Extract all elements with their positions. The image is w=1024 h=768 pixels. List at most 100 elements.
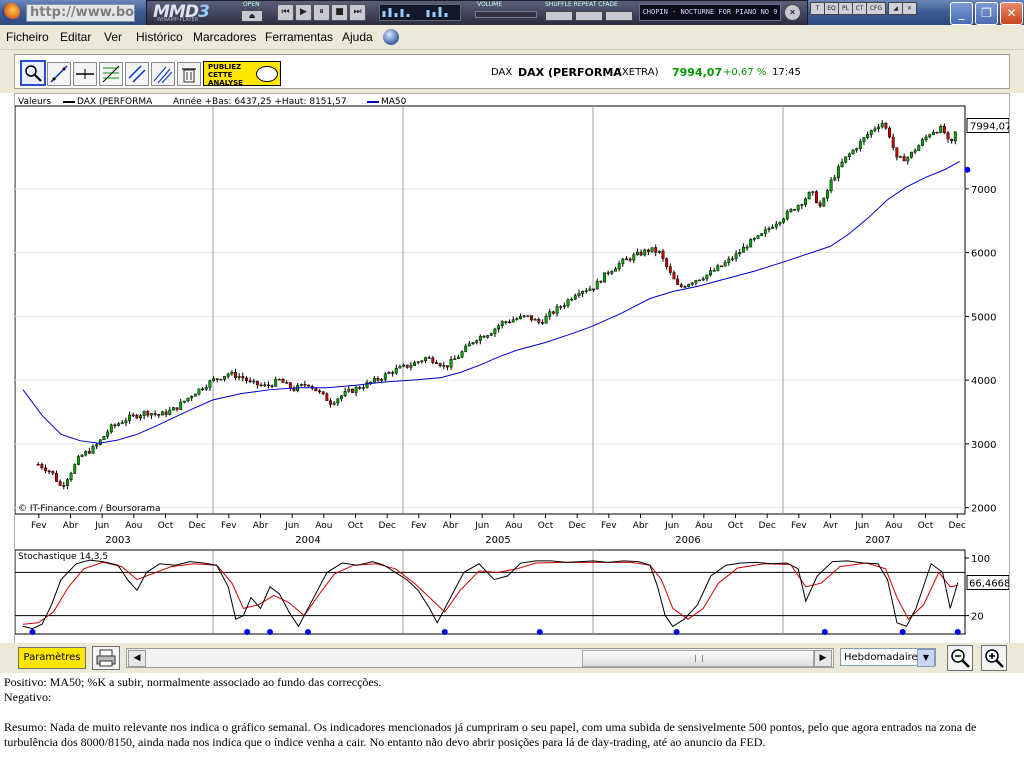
play-button[interactable]: ▶ bbox=[295, 4, 312, 21]
toolbar-panel: PUBLIEZ CETTE ANALYSE DAX DAX (PERFORMA … bbox=[14, 54, 1010, 89]
candle-body bbox=[146, 411, 150, 416]
grip-icon bbox=[695, 655, 703, 662]
price-chart[interactable]: 2000 3000 4000 5000 6000 7000 Fev Abr Jun Aou Oct D… bbox=[15, 94, 1009, 644]
parallel-lines-icon[interactable] bbox=[151, 62, 175, 86]
candle-body bbox=[369, 381, 373, 384]
candle-body bbox=[749, 238, 753, 248]
menu-ferramentas[interactable]: Ferramentas bbox=[265, 30, 334, 44]
zoom-out-icon[interactable] bbox=[947, 645, 973, 671]
globe-icon bbox=[383, 29, 399, 45]
candle-body bbox=[80, 454, 84, 457]
candle-body bbox=[201, 388, 205, 391]
minimize-button[interactable]: _ bbox=[950, 2, 973, 25]
candle-body bbox=[299, 383, 303, 386]
candle-body bbox=[595, 280, 599, 290]
parametres-button[interactable]: Paramètres bbox=[18, 647, 86, 669]
channel-icon[interactable] bbox=[125, 62, 149, 86]
menu-ver[interactable]: Ver bbox=[104, 30, 123, 44]
legend-range: Année +Bas: 6437,25 +Haut: 8151,57 bbox=[173, 97, 347, 107]
menu-historico[interactable]: Histórico bbox=[136, 30, 183, 44]
candle-body bbox=[880, 122, 884, 128]
zoom-tool-icon[interactable] bbox=[20, 60, 46, 86]
volume-slider[interactable] bbox=[475, 11, 537, 18]
crossfade-button[interactable] bbox=[605, 11, 633, 21]
menu-ficheiro[interactable]: Ficheiro bbox=[6, 30, 49, 44]
winamp-logo: MMD3 bbox=[153, 2, 210, 22]
candle-body bbox=[632, 254, 636, 261]
candle-body bbox=[767, 228, 771, 231]
xtick-label: Aou bbox=[505, 521, 522, 531]
window-title: http://www.bou bbox=[26, 4, 135, 22]
scroll-left-button[interactable]: ◀ bbox=[128, 650, 146, 667]
visualizer-bars bbox=[382, 7, 448, 17]
xtick-label: Aou bbox=[125, 521, 142, 531]
fibonacci-icon[interactable] bbox=[99, 62, 123, 86]
xtick-label: Jun bbox=[854, 521, 869, 531]
xtick-label: Dec bbox=[758, 521, 775, 531]
candle-body bbox=[825, 190, 829, 199]
candle-body bbox=[858, 141, 862, 150]
winamp-t-button[interactable]: T bbox=[810, 2, 825, 15]
repeat-button[interactable] bbox=[575, 11, 603, 21]
candle-body bbox=[698, 279, 701, 282]
scroll-right-button[interactable]: ▶ bbox=[814, 650, 832, 667]
candle-body bbox=[522, 315, 526, 317]
candle-body bbox=[135, 414, 139, 419]
legend-series-dax: DAX (PERFORMA bbox=[77, 97, 153, 107]
candle-body bbox=[336, 398, 340, 404]
prev-track-button[interactable]: ⏮ bbox=[277, 4, 294, 21]
chart-scrollbar[interactable]: ◀ ▶ bbox=[126, 648, 834, 668]
candle-body bbox=[128, 414, 131, 421]
candle-body bbox=[701, 278, 705, 281]
stoch-signal-dot bbox=[305, 629, 311, 635]
winamp-eq-button[interactable]: EQ bbox=[824, 2, 839, 15]
candle-body bbox=[603, 272, 606, 283]
trash-icon[interactable] bbox=[177, 62, 201, 86]
zoom-in-icon[interactable] bbox=[981, 645, 1007, 671]
candle-body bbox=[365, 382, 369, 388]
winamp-pl-button[interactable]: PL bbox=[838, 2, 853, 15]
menu-marcadores[interactable]: Marcadores bbox=[193, 30, 257, 44]
next-track-button[interactable]: ⏭ bbox=[349, 4, 366, 21]
candle-body bbox=[504, 321, 508, 323]
winamp-x-icon[interactable]: ✕ bbox=[902, 2, 917, 15]
publiez-button[interactable]: PUBLIEZ CETTE ANALYSE bbox=[203, 61, 281, 87]
candle-body bbox=[888, 127, 891, 138]
maximize-button[interactable]: ❐ bbox=[975, 2, 998, 25]
year-label: 2003 bbox=[105, 535, 130, 546]
candle-body bbox=[533, 318, 537, 321]
pause-button[interactable]: ⏸ bbox=[313, 4, 330, 21]
trendline-icon[interactable] bbox=[47, 62, 71, 86]
candle-body bbox=[920, 139, 924, 146]
scroll-thumb[interactable] bbox=[582, 650, 814, 667]
candle-body bbox=[519, 315, 522, 319]
candle-body bbox=[303, 383, 307, 386]
menu-editar[interactable]: Editar bbox=[60, 30, 92, 44]
candle-body bbox=[376, 378, 380, 381]
xtick-label: Avr bbox=[823, 521, 838, 531]
candle-body bbox=[782, 218, 786, 223]
candle-body bbox=[471, 342, 475, 345]
menu-ajuda[interactable]: Ajuda bbox=[342, 30, 373, 44]
horizontal-line-icon[interactable] bbox=[73, 62, 97, 86]
candle-body bbox=[939, 125, 943, 133]
xtick-label: Jun bbox=[94, 521, 109, 531]
xtick-label: Aou bbox=[315, 521, 332, 531]
candle-body bbox=[274, 378, 278, 387]
candle-body bbox=[752, 238, 756, 240]
stop-button[interactable]: ■ bbox=[331, 4, 348, 21]
close-button[interactable]: ✕ bbox=[1000, 2, 1023, 25]
winamp-mini-icon[interactable]: ◢ bbox=[888, 2, 903, 15]
printer-icon[interactable] bbox=[92, 646, 120, 670]
winamp-cfg-button[interactable]: CFG bbox=[866, 2, 886, 15]
stoch-signal-dot bbox=[441, 629, 448, 635]
eject-button[interactable]: ⏏ bbox=[241, 10, 263, 22]
candle-body bbox=[562, 305, 566, 308]
chevron-down-icon[interactable]: ▼ bbox=[917, 649, 935, 667]
shuffle-button[interactable] bbox=[545, 11, 573, 21]
candle-body bbox=[358, 387, 362, 389]
winamp-close-icon[interactable]: ✕ bbox=[784, 4, 801, 21]
candle-body bbox=[153, 413, 157, 415]
winamp-ct-button[interactable]: CT bbox=[852, 2, 867, 15]
period-select[interactable]: Hebdomadaire ▼ bbox=[840, 648, 936, 667]
